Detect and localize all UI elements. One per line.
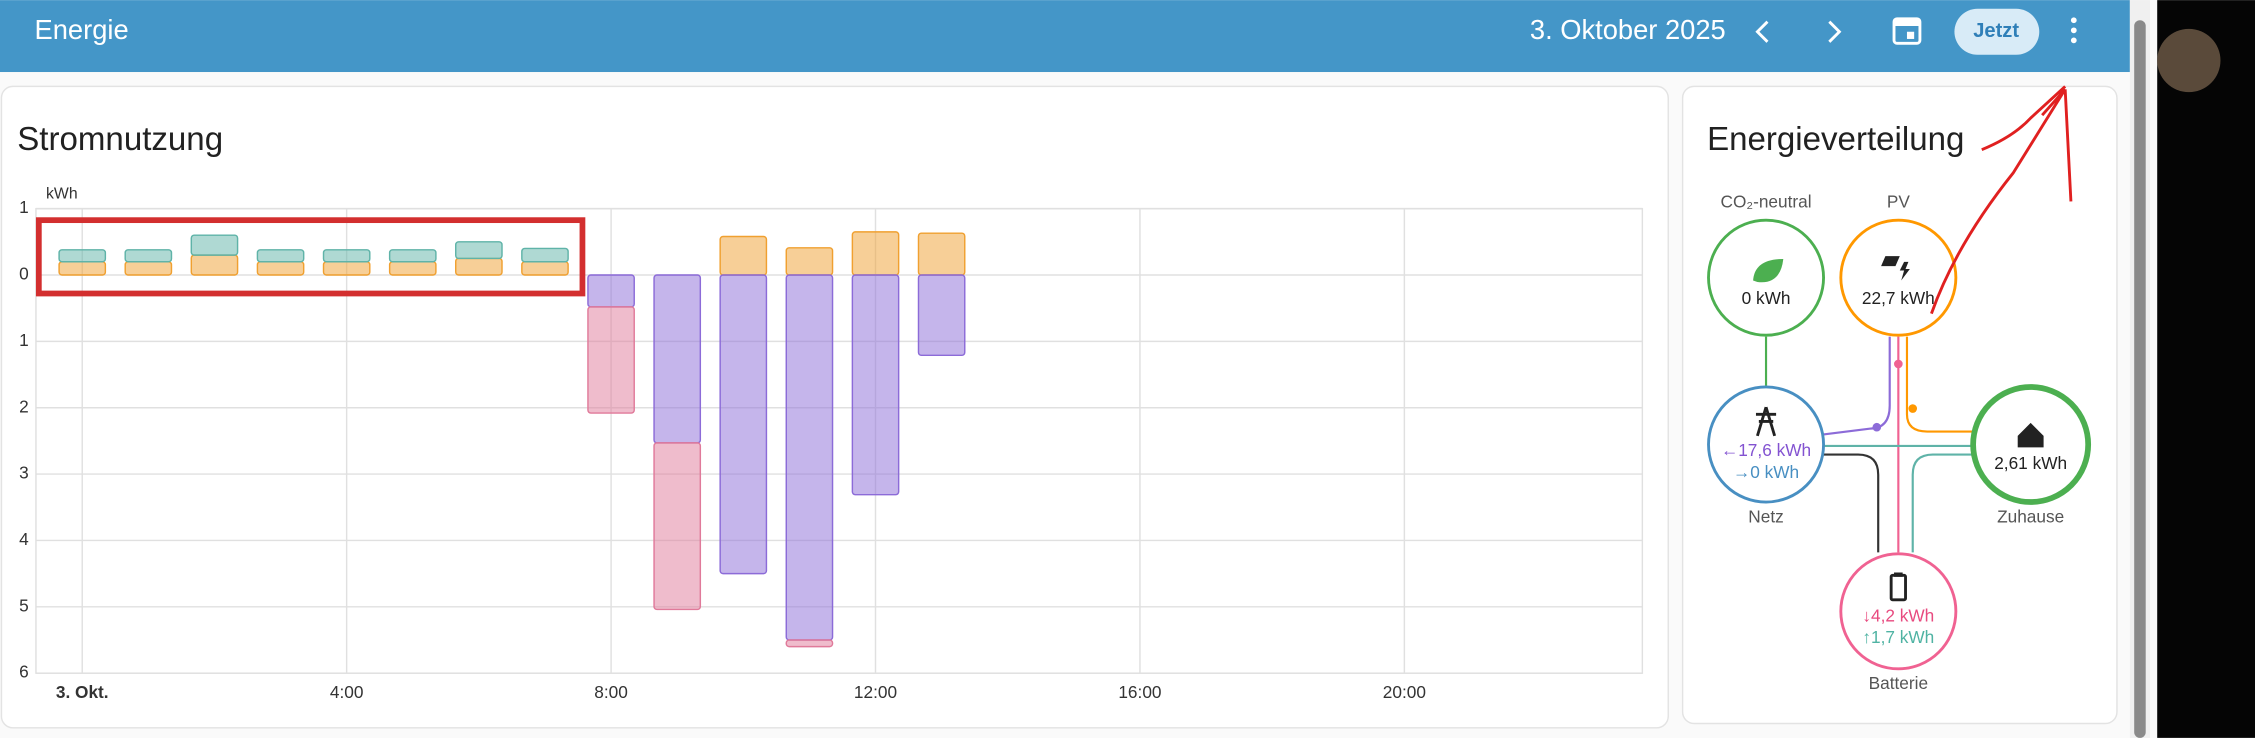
node-icons (1753, 256, 2044, 602)
bar (58, 249, 107, 263)
bar (388, 261, 437, 276)
node-value: ←17,6 kWh (1721, 440, 1811, 460)
bar (719, 235, 768, 276)
calendar-button[interactable] (1892, 17, 1922, 45)
bar (851, 231, 900, 276)
bar (58, 261, 107, 276)
bar (719, 274, 768, 575)
node-value: 22,7 kWh (1862, 288, 1935, 308)
node-value: →0 kWh (1733, 462, 1799, 482)
avatar (2157, 28, 2221, 93)
node-label: Batterie (1869, 673, 1928, 693)
node-circle (1839, 552, 1958, 671)
bar (521, 247, 569, 263)
node-label: Zuhause (1997, 506, 2064, 526)
bar (785, 639, 834, 648)
bar (322, 249, 371, 263)
plot: 1 0 1 2 3 4 5 6 3. Okt. 4:00 8:00 12:00 16:00 20:00 (19, 197, 1644, 702)
menu-button[interactable] (2070, 17, 2077, 44)
y-tick-label: 4 (19, 529, 29, 549)
node-circle (1839, 218, 1958, 337)
bar (124, 249, 173, 263)
now-button[interactable]: Jetzt (1954, 8, 2040, 55)
y-tick-label: 0 (19, 264, 29, 284)
y-tick-label: 3 (19, 463, 29, 483)
header-bar (0, 0, 2130, 73)
annotation-box (35, 217, 586, 297)
bar (587, 274, 635, 308)
bar (917, 232, 966, 276)
x-tick-label: 20:00 (1383, 682, 1426, 702)
now-button-label[interactable]: Jetzt (1973, 20, 2019, 42)
y-tick-label: 5 (19, 595, 29, 615)
prev-button[interactable] (1755, 20, 1769, 43)
bar (455, 241, 503, 260)
bar (388, 249, 437, 263)
x-tick-label: 16:00 (1118, 682, 1161, 702)
x-tick-label: 3. Okt. (56, 682, 109, 702)
node-label: CO₂-neutral (1721, 191, 1812, 211)
chart-title: Stromnutzung (17, 121, 223, 158)
date-label: 3. Oktober 2025 (1530, 14, 1726, 45)
side-strip (2157, 0, 2255, 738)
bar (653, 274, 702, 444)
x-tick-label: 4:00 (330, 682, 364, 702)
bar (256, 261, 305, 276)
x-tick-label: 12:00 (854, 682, 897, 702)
header-title: Energie (35, 14, 129, 45)
y-tick-label: 1 (19, 197, 29, 217)
bar (190, 254, 239, 276)
bar (521, 261, 569, 276)
annotation-arrow (1930, 85, 2073, 315)
bar (455, 257, 503, 276)
bar (322, 261, 371, 276)
distribution-title: Energieverteilung (1707, 121, 1964, 158)
node-value: ↑1,7 kWh (1862, 627, 1934, 647)
bar (256, 249, 305, 263)
y-tick-label: 1 (19, 330, 29, 350)
y-axis-unit: kWh (46, 185, 78, 202)
bar (785, 247, 834, 276)
y-tick-label: 2 (19, 396, 29, 416)
node-value: ↓4,2 kWh (1862, 606, 1934, 626)
flows (1764, 336, 1974, 553)
node-circle (1707, 385, 1825, 504)
node-value: 0 kWh (1742, 288, 1791, 308)
bar (124, 261, 173, 276)
scrollbar-thumb[interactable] (2134, 20, 2146, 738)
bar (785, 274, 834, 641)
bar (587, 306, 635, 414)
y-tick-label: 6 (19, 662, 29, 682)
next-button[interactable] (1828, 20, 1842, 43)
node-label: PV (1887, 191, 1911, 211)
bar (917, 274, 966, 357)
x-tick-label: 8:00 (594, 682, 628, 702)
node-label: Netz (1748, 506, 1783, 526)
node-value: 2,61 kWh (1994, 453, 2067, 473)
bar (190, 234, 239, 256)
bar (653, 442, 702, 611)
bar (851, 274, 900, 496)
